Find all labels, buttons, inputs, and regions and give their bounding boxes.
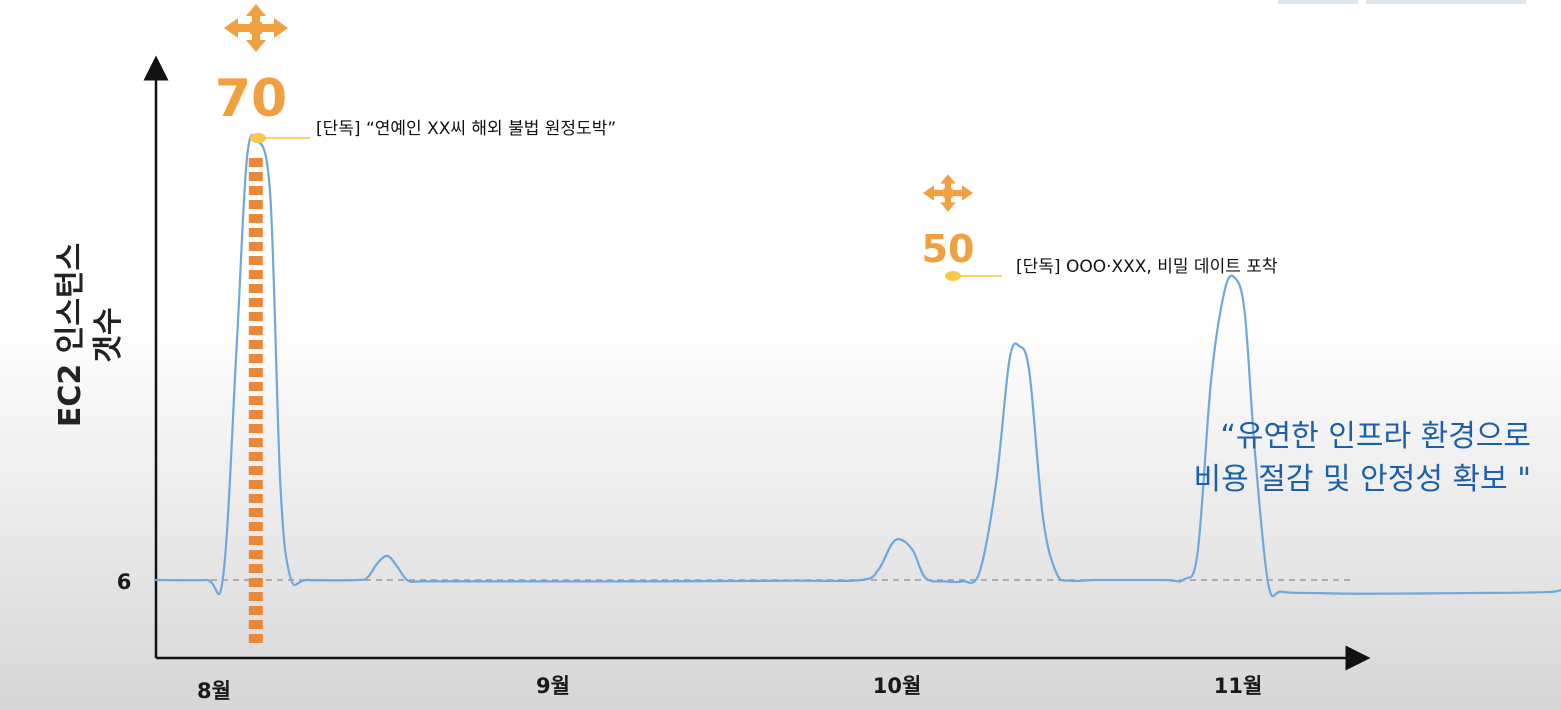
top-decoration-left [1278,0,1358,4]
instance-block [248,606,263,615]
instance-stack-dotted-line [248,158,263,643]
quote-line-2: 비용 절감 및 안정성 확보 " [1194,462,1531,497]
x-tick-label-sep: 9월 [536,674,570,698]
x-tick-label-aug: 8월 [197,679,231,703]
instance-block [248,158,263,167]
peak-value-70: 70 [215,69,287,129]
instance-block [248,480,263,489]
y-axis-label-line2: 갯수 [91,307,126,362]
series-line [154,133,1561,598]
aws-autoscaling-icon [224,4,288,52]
x-tick-label-nov: 11월 [1214,674,1263,698]
instance-block [248,592,263,601]
quote-line-1: “유연한 인프라 환경으로 [1220,419,1531,454]
instance-block [248,494,263,503]
instance-block [248,368,263,377]
instance-block [248,508,263,517]
instance-block [248,270,263,279]
instance-block [248,312,263,321]
instance-block [248,298,263,307]
peak-marker-1 [250,133,266,143]
instance-block [248,536,263,545]
instance-block [248,424,263,433]
instance-block [248,522,263,531]
annotation-text-2: [단독] OOO·XXX, 비밀 데이트 포착 [1016,257,1278,277]
instance-block [248,452,263,461]
instance-block [248,340,263,349]
instance-block [248,382,263,391]
peak-value-50: 50 [922,227,975,271]
instance-block [248,200,263,209]
instance-block [248,634,263,643]
annotation-peak-50: 50 [단독] OOO·XXX, 비밀 데이트 포착 [922,174,1278,281]
instance-block [248,256,263,265]
annotation-text-1: [단독] “연예인 XX씨 해외 불법 원정도박” [316,119,616,139]
instance-block [248,284,263,293]
instance-block [248,620,263,629]
peak-marker-2 [945,271,961,281]
instance-block [248,410,263,419]
instance-block [248,396,263,405]
instance-block [248,242,263,251]
y-tick-label: 6 [117,570,132,594]
aws-autoscaling-icon-2 [923,174,973,212]
y-axis-label-group: EC2 인스턴스 갯수 [53,243,126,427]
annotation-peak-70: 70 [단독] “연예인 XX씨 해외 불법 원정도박” [215,4,616,143]
instance-block [248,172,263,181]
x-tick-label-oct: 10월 [873,674,922,698]
instance-block [248,564,263,573]
instance-block [248,186,263,195]
instance-block [248,228,263,237]
top-decoration-right [1366,0,1526,4]
instance-block [248,550,263,559]
instance-block [248,354,263,363]
instance-block [248,438,263,447]
instance-block [248,326,263,335]
y-axis-label-line1: EC2 인스턴스 [53,243,88,427]
instance-block [248,466,263,475]
instance-block [248,214,263,223]
instance-block [248,578,263,587]
